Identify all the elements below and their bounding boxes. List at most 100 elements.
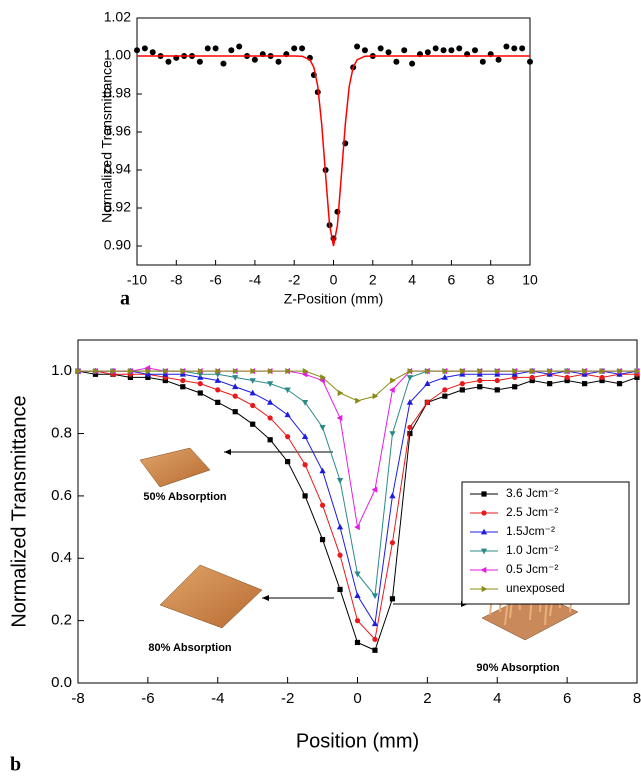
data-point	[337, 586, 343, 593]
legend: 3.6 Jcm⁻² 2.5 Jcm⁻² 1.5Jcm⁻² 1.0 Jcm⁻² 0.5 J…	[461, 481, 630, 605]
data-point	[250, 421, 256, 427]
data-point	[319, 424, 326, 431]
annotation: 90% Absorption	[476, 662, 560, 674]
data-point	[634, 368, 641, 375]
data-point	[302, 493, 308, 499]
data-point	[599, 374, 605, 381]
data-point	[389, 596, 396, 602]
x-tick-label: 4	[408, 272, 416, 288]
data-point	[232, 368, 239, 375]
legend-swatch-marker	[480, 528, 488, 535]
data-point	[479, 58, 486, 65]
x-tick-label: 8	[487, 272, 495, 288]
data-point	[617, 368, 623, 375]
y-tick-label: 0.2	[51, 612, 72, 629]
data-point	[442, 387, 448, 393]
chart: -10 -8 -6 -4 -2 0 2 4 6 8 10 0.90 0.92 0.94 0.96 0.98 1.…	[99, 9, 538, 310]
data-point	[529, 368, 536, 375]
data-point	[354, 523, 360, 531]
data-point	[214, 377, 221, 383]
data-point	[616, 381, 623, 387]
data-point	[320, 374, 326, 381]
y-tick-label: 0.6	[51, 487, 72, 504]
y-axis-title: Normalized Transmittance	[8, 395, 30, 627]
data-point	[425, 368, 431, 375]
y-tick-label: 0.0	[51, 674, 72, 691]
data-point	[389, 386, 395, 394]
data-point	[389, 492, 396, 499]
data-point	[291, 45, 298, 52]
x-axis-title: Z-Position (mm)	[284, 291, 384, 307]
x-tick-label: 10	[522, 272, 538, 288]
x-tick-label: 0	[353, 690, 361, 707]
data-point	[459, 381, 465, 387]
x-tick-label: -4	[249, 272, 262, 288]
x-axis-title: Position (mm)	[296, 730, 419, 752]
data-point	[215, 387, 221, 393]
data-point	[495, 56, 502, 63]
y-tick-label: 0.98	[104, 85, 131, 101]
data-point	[354, 639, 361, 646]
y-tick-label: 1.0	[51, 362, 72, 379]
data-point	[319, 377, 325, 384]
data-point	[582, 368, 588, 375]
data-point	[163, 368, 169, 375]
data-point	[529, 374, 535, 381]
legend-label: 2.5 Jcm⁻²	[506, 505, 558, 519]
legend-label: 1.0 Jcm⁻²	[506, 543, 558, 557]
data-point	[145, 368, 152, 375]
data-point	[459, 368, 466, 375]
data-point	[334, 208, 341, 215]
data-point	[302, 462, 308, 468]
data-point	[285, 434, 291, 440]
x-tick-label: -6	[141, 690, 154, 707]
data-point	[407, 430, 413, 437]
data-point	[251, 56, 258, 63]
data-point	[477, 384, 483, 390]
data-point	[232, 383, 239, 390]
legend-swatch-marker	[480, 548, 488, 555]
data-point	[284, 411, 291, 418]
data-point	[448, 47, 455, 54]
data-point	[503, 43, 510, 50]
data-point	[599, 368, 606, 375]
legend-box	[461, 481, 630, 605]
data-point	[389, 540, 396, 546]
data-point	[128, 368, 134, 375]
data-point	[144, 364, 151, 372]
x-tick-label: -2	[288, 272, 301, 288]
x-tick-label: -8	[71, 690, 84, 707]
data-point	[512, 368, 519, 375]
y-tick-label: 1.00	[104, 47, 131, 63]
data-point	[267, 381, 274, 388]
x-tick-label: 4	[493, 690, 501, 707]
data-point	[407, 424, 413, 430]
data-point	[285, 368, 291, 375]
data-point	[301, 400, 309, 406]
data-point	[204, 45, 211, 52]
data-point	[228, 47, 235, 54]
data-point	[93, 368, 99, 375]
y-tick-label: 1.02	[104, 9, 131, 25]
data-point	[409, 60, 416, 67]
y-tick-label: 0.94	[104, 161, 131, 177]
data-point	[337, 552, 343, 558]
data-point	[220, 60, 227, 67]
y-tick-label: 0.4	[51, 549, 72, 566]
data-point	[441, 374, 448, 380]
data-point	[372, 393, 379, 400]
data-point	[440, 47, 447, 54]
data-point	[512, 384, 518, 390]
legend-swatch-marker	[481, 491, 487, 497]
data-point	[354, 618, 361, 624]
x-tick-label: 6	[563, 690, 571, 707]
data-point	[372, 647, 378, 653]
data-point	[285, 459, 291, 465]
data-point	[494, 368, 501, 375]
data-point	[527, 58, 533, 65]
data-point	[406, 398, 414, 405]
inset-surface-50	[139, 447, 211, 488]
data-point	[299, 45, 306, 52]
data-point	[336, 477, 344, 484]
data-point	[249, 378, 256, 384]
